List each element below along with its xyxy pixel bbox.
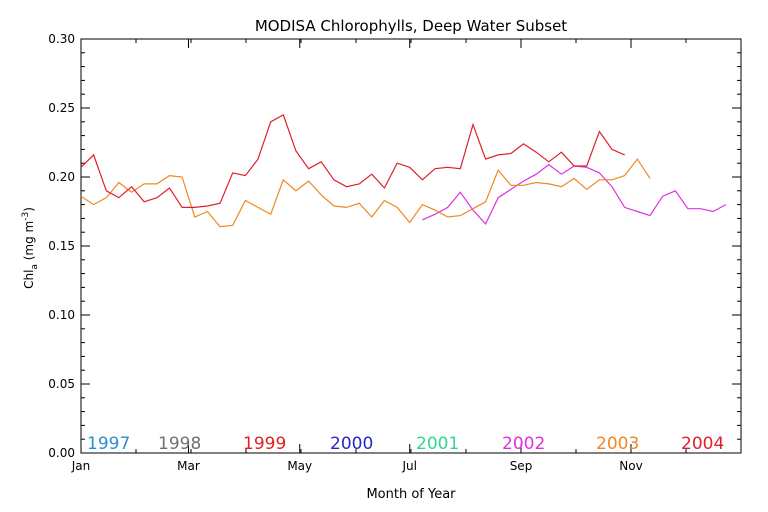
legend-item-2001: 2001 [416,434,459,454]
y-tick-label: 0.15 [48,239,75,253]
x-axis: Jan Mar May Jul Sep Nov [71,39,687,473]
x-axis-label: Month of Year [366,487,456,502]
x-tick-label: Mar [177,459,200,473]
y-label-main: Chl [22,270,36,289]
x-tick-label: Jan [71,459,91,473]
y-tick-label: 0.20 [48,170,75,184]
y-label-sup: -3 [21,212,31,221]
series-layer [80,114,727,228]
legend-item-1999: 1999 [243,434,286,454]
y-tick-label: 0.25 [48,101,75,115]
plot-border [80,38,742,454]
series-line-2002 [422,163,727,225]
legend-item-1998: 1998 [158,434,201,454]
y-tick-label: 0.30 [48,32,75,46]
legend-item-1997: 1997 [87,434,130,454]
x-tick-label: Nov [619,459,642,473]
y-axis-label: Chla (mg m-3) [21,207,40,289]
legend-item-2000: 2000 [330,434,373,454]
x-tick-label: Jul [401,459,416,473]
legend-item-2002: 2002 [502,434,545,454]
y-label-sub: a [30,264,40,270]
series-line-2003 [80,158,651,228]
series-line-2004 [80,114,625,208]
y-tick-label: 0.05 [48,377,75,391]
legend: 1997 1998 1999 2000 2001 2002 2003 2004 [87,434,724,454]
y-axis: 0.00 0.05 0.10 0.15 0.20 0.25 0.30 [48,32,741,460]
y-tick-label: 0.00 [48,446,75,460]
plot-frame [80,38,742,454]
x-tick-label: May [287,459,312,473]
x-tick-label: Sep [510,459,533,473]
y-label-close: ) [22,207,36,212]
legend-item-2003: 2003 [596,434,639,454]
legend-item-2004: 2004 [681,434,724,454]
chart-title: MODISA Chlorophylls, Deep Water Subset [255,17,567,35]
y-label-units: (mg m [22,221,36,264]
y-tick-label: 0.10 [48,308,75,322]
